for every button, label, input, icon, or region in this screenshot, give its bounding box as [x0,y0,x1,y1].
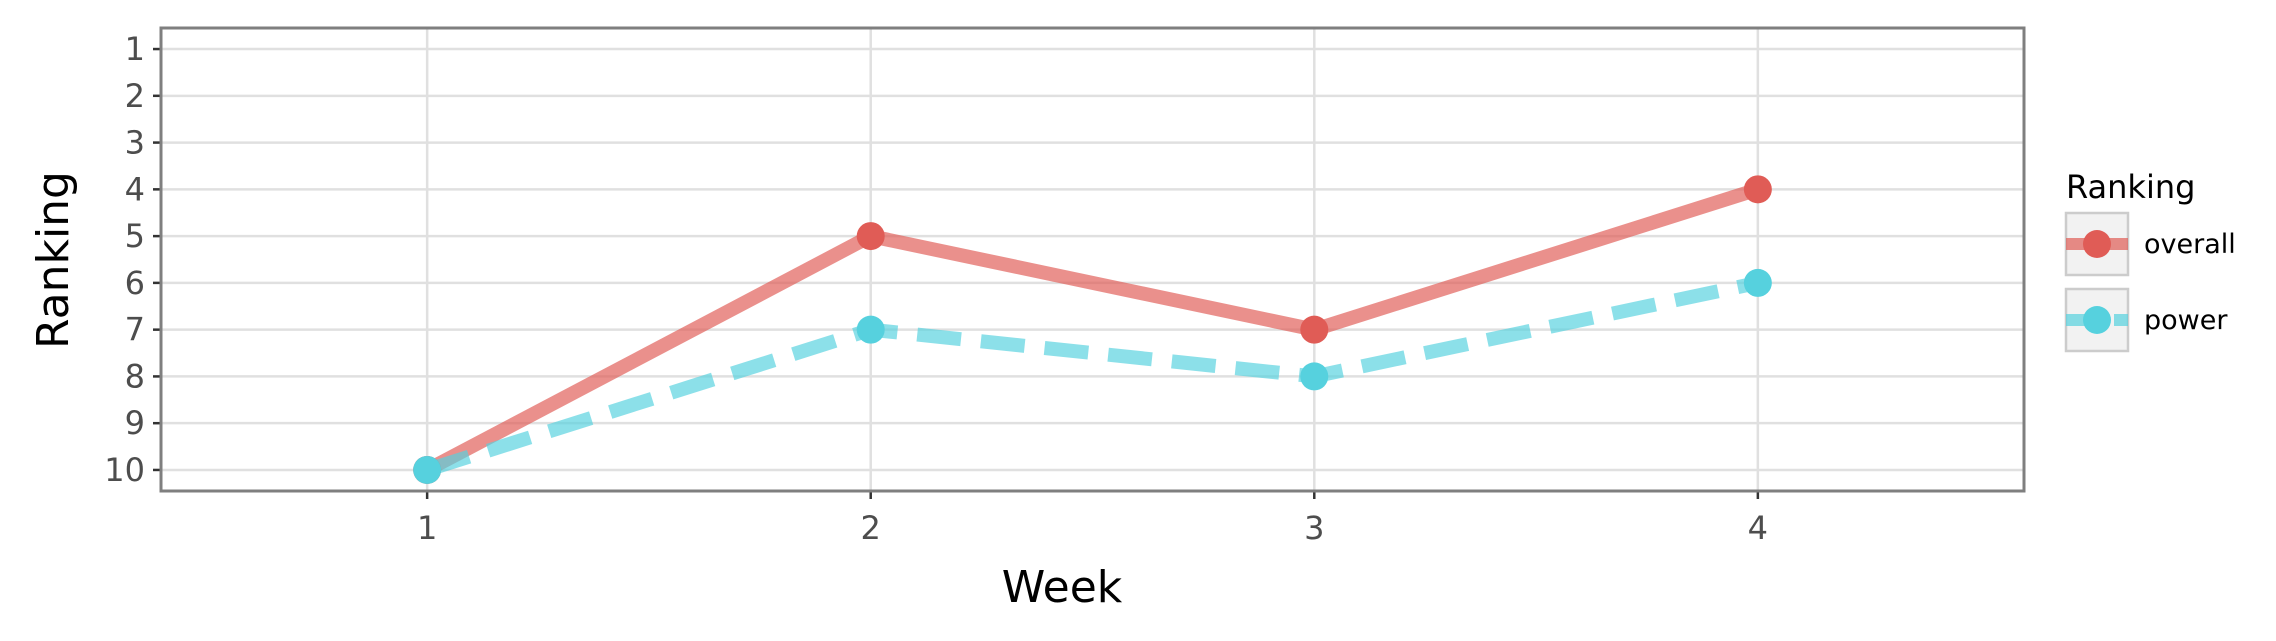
legend-label-power: power [2144,305,2228,336]
y-axis-title: Ranking [28,171,79,349]
y-tick-label-7: 7 [125,311,145,349]
y-tick-label-4: 4 [125,170,145,208]
x-tick-label-4: 4 [1748,509,1768,547]
point-power-week-2 [856,315,885,344]
y-axis-ticks: 1 2 3 4 5 6 7 8 9 10 [104,30,161,489]
point-power-week-1 [413,455,442,484]
x-tick-label-1: 1 [417,509,437,547]
x-tick-label-2: 2 [861,509,881,547]
point-overall-week-4 [1743,175,1772,204]
point-power-week-4 [1743,268,1772,297]
y-tick-label-1: 1 [125,30,145,68]
legend-point-overall [2083,230,2111,258]
y-tick-label-6: 6 [125,264,145,302]
series-line-overall [423,182,1760,477]
plot-panel [161,28,2024,491]
x-tick-label-3: 3 [1304,509,1324,547]
legend-point-power [2083,306,2111,334]
y-tick-label-2: 2 [125,77,145,115]
point-overall-week-2 [856,222,885,251]
legend-label-overall: overall [2144,229,2236,260]
x-axis-title: Week [1002,562,1123,613]
y-tick-label-3: 3 [125,124,145,162]
series-line-power [425,276,1760,477]
point-overall-week-3 [1300,315,1329,344]
x-axis-ticks: 1 2 3 4 [417,491,1768,547]
legend-title: Ranking [2066,168,2195,206]
legend: Ranking overall power [2064,168,2236,353]
point-power-week-3 [1300,362,1329,391]
y-tick-label-10: 10 [104,451,145,489]
y-tick-label-5: 5 [125,217,145,255]
series-layer [413,175,1772,484]
y-tick-label-9: 9 [125,404,145,442]
y-tick-label-8: 8 [125,357,145,395]
plot-border [159,26,2026,493]
